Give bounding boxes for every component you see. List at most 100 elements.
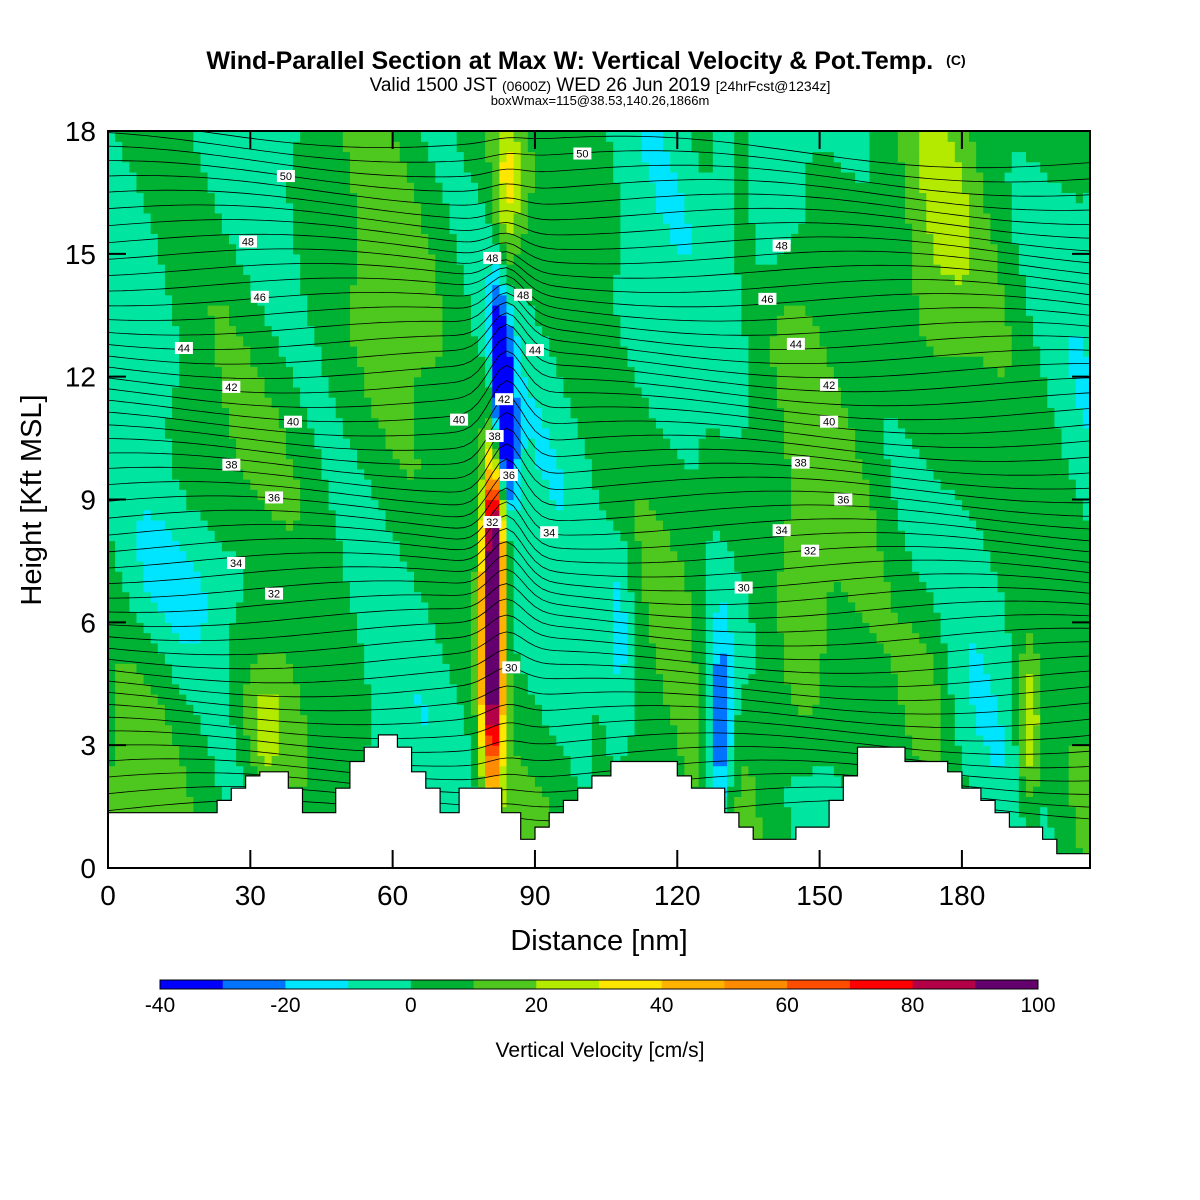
velocity-cell [513, 335, 522, 347]
velocity-cell [392, 407, 401, 419]
velocity-cell [328, 796, 337, 808]
velocity-cell [342, 479, 351, 490]
velocity-cell [221, 407, 230, 419]
velocity-cell [542, 243, 550, 255]
velocity-cell [556, 325, 565, 337]
velocity-cell [207, 581, 216, 593]
velocity-cell [456, 151, 465, 163]
velocity-cell [143, 458, 152, 470]
velocity-cell [186, 223, 194, 234]
velocity-cell [456, 560, 465, 572]
velocity-cell [463, 397, 472, 408]
velocity-cell [221, 294, 230, 306]
velocity-cell [164, 212, 173, 224]
velocity-cell [228, 356, 237, 368]
velocity-cell [129, 663, 138, 675]
velocity-cell [236, 345, 244, 357]
velocity-cell [378, 407, 387, 419]
velocity-cell [527, 182, 536, 194]
velocity-cell [243, 622, 251, 634]
velocity-cell [534, 653, 543, 664]
velocity-cell [364, 724, 372, 736]
velocity-cell [470, 653, 479, 664]
velocity-cell [193, 427, 202, 439]
velocity-cell [300, 581, 308, 593]
velocity-cell [428, 427, 436, 439]
velocity-cell [122, 202, 130, 214]
velocity-cell [399, 632, 408, 644]
velocity-cell [221, 724, 230, 736]
velocity-cell [129, 212, 138, 224]
velocity-cell [478, 233, 486, 245]
velocity-cell [186, 325, 194, 337]
velocity-cell [221, 284, 230, 296]
velocity-cell [584, 560, 593, 572]
velocity-cell [257, 755, 266, 767]
velocity-cell [584, 673, 593, 685]
velocity-cell [278, 335, 287, 347]
velocity-cell [115, 642, 123, 654]
velocity-cell [214, 479, 223, 490]
velocity-cell [556, 141, 565, 153]
velocity-cell [136, 233, 145, 245]
velocity-cell [172, 755, 180, 767]
velocity-cell [164, 786, 173, 797]
velocity-cell [357, 294, 365, 306]
velocity-cell [236, 141, 244, 153]
velocity-cell [563, 612, 572, 623]
velocity-cell [150, 376, 159, 388]
velocity-cell [143, 775, 152, 787]
velocity-cell [413, 427, 422, 439]
velocity-cell [200, 274, 209, 286]
velocity-cell [143, 294, 152, 306]
velocity-cell [328, 714, 337, 726]
velocity-cell [164, 653, 173, 664]
velocity-cell [406, 673, 415, 685]
velocity-cell [108, 397, 116, 408]
velocity-cell [335, 325, 344, 337]
velocity-cell [108, 305, 116, 316]
velocity-cell [385, 632, 394, 644]
velocity-cell [421, 540, 429, 552]
velocity-cell [150, 571, 159, 582]
velocity-cell [157, 571, 166, 582]
velocity-cell [108, 294, 116, 306]
velocity-cell [172, 786, 180, 797]
velocity-cell [321, 755, 330, 767]
velocity-cell [470, 315, 479, 327]
velocity-cell [591, 683, 600, 695]
velocity-cell [179, 212, 187, 224]
velocity-cell [228, 417, 237, 429]
velocity-cell [406, 274, 415, 286]
velocity-cell [129, 693, 138, 705]
velocity-cell [250, 622, 259, 634]
velocity-cell [207, 530, 216, 542]
velocity-cell [378, 448, 387, 460]
velocity-cell [442, 560, 451, 572]
velocity-cell [143, 407, 152, 419]
velocity-cell [435, 591, 444, 603]
velocity-cell [527, 714, 536, 726]
velocity-cell [584, 642, 593, 654]
velocity-cell [300, 786, 308, 797]
velocity-cell [236, 540, 244, 552]
velocity-cell [563, 468, 572, 480]
velocity-cell [228, 530, 237, 542]
velocity-cell [300, 591, 308, 603]
velocity-cell [328, 734, 337, 746]
velocity-cell [250, 325, 259, 337]
velocity-cell [542, 397, 550, 408]
velocity-cell [271, 161, 280, 173]
velocity-cell [164, 325, 173, 337]
velocity-cell [406, 653, 415, 664]
velocity-cell [278, 294, 287, 306]
velocity-cell [271, 519, 280, 531]
velocity-cell [264, 417, 273, 429]
velocity-cell [271, 499, 280, 511]
velocity-cell [513, 243, 522, 255]
velocity-cell [179, 417, 187, 429]
velocity-cell [307, 376, 315, 388]
velocity-cell [264, 141, 273, 153]
velocity-cell [243, 325, 251, 337]
velocity-cell [293, 673, 301, 685]
